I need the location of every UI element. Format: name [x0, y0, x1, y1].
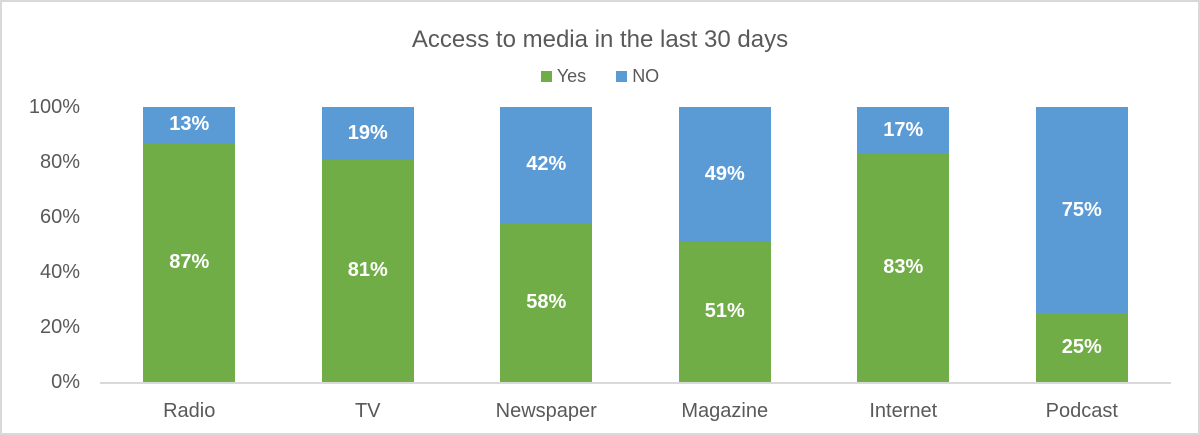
stacked-bar: 49% 51%	[678, 107, 771, 382]
y-tick-label: 0%	[51, 371, 80, 393]
x-axis-label-radio: Radio	[163, 400, 216, 422]
bar-segment-yes: 81%	[321, 159, 414, 382]
legend-item-no: NO	[616, 66, 659, 87]
bar-label-yes: 51%	[704, 300, 745, 323]
legend-label: NO	[632, 66, 660, 86]
legend-item-yes: Yes	[540, 66, 587, 87]
chart-title: Access to media in the last 30 days	[411, 26, 789, 53]
stacked-bar: 17% 83%	[857, 107, 950, 382]
legend: Yes NO	[2, 66, 1198, 87]
x-axis: Radio TV Newspaper Magazine Internet Podcast	[100, 400, 1171, 423]
bar-segment-yes: 83%	[857, 153, 950, 382]
stacked-bar: 19% 81%	[321, 107, 414, 382]
bar-column-tv: 19% 81%	[279, 107, 458, 382]
legend-swatch-yes	[540, 71, 552, 82]
bar-label-no: 13%	[169, 113, 210, 136]
bar-label-no: 75%	[1061, 198, 1102, 221]
bar-segment-no: 75%	[1035, 107, 1128, 314]
plot-area: 13% 87% 19% 81% 42% 58% 49% 51% 17% 83% 75% 25%	[100, 107, 1171, 384]
bar-segment-yes: 51%	[678, 241, 771, 382]
bar-segment-no: 17%	[857, 107, 950, 154]
bar-label-yes: 58%	[526, 290, 567, 313]
bar-label-no: 42%	[526, 153, 567, 176]
x-axis-label-podcast: Podcast	[1045, 400, 1118, 422]
legend-label: Yes	[556, 66, 587, 86]
y-tick-label: 40%	[39, 261, 80, 283]
y-tick-label: 100%	[28, 96, 80, 118]
bar-label-yes: 83%	[883, 256, 924, 279]
bar-segment-yes: 58%	[500, 222, 593, 382]
bar-segment-no: 42%	[500, 107, 593, 223]
stacked-bar: 75% 25%	[1035, 107, 1128, 382]
y-axis: 0% 20% 40% 60% 80% 100%	[2, 96, 80, 393]
y-tick-label: 20%	[39, 316, 80, 338]
bar-label-no: 17%	[883, 118, 924, 141]
bar-column-magazine: 49% 51%	[636, 107, 815, 382]
stacked-bar: 13% 87%	[143, 107, 236, 382]
x-axis-label-tv: TV	[354, 400, 381, 422]
bar-column-radio: 13% 87%	[100, 107, 279, 382]
bar-label-no: 49%	[704, 162, 745, 185]
bar-label-yes: 87%	[169, 250, 210, 273]
y-tick-label: 60%	[39, 206, 80, 228]
bar-column-internet: 17% 83%	[814, 107, 993, 382]
bar-group: 13% 87% 19% 81% 42% 58% 49% 51% 17% 83% 75% 25%	[100, 107, 1171, 382]
bar-segment-yes: 87%	[143, 142, 236, 382]
bar-label-yes: 81%	[347, 259, 388, 282]
bar-segment-no: 13%	[143, 107, 236, 143]
bar-segment-yes: 25%	[1035, 313, 1128, 382]
legend-swatch-no	[616, 71, 628, 82]
x-axis-label-magazine: Magazine	[681, 400, 769, 422]
x-axis-label-internet: Internet	[869, 400, 938, 422]
y-tick-label: 80%	[39, 151, 80, 173]
bar-label-yes: 25%	[1061, 336, 1102, 359]
bar-segment-no: 19%	[321, 107, 414, 160]
bar-label-no: 19%	[347, 121, 388, 144]
x-axis-label-newspaper: Newspaper	[495, 400, 597, 422]
bar-segment-no: 49%	[678, 107, 771, 242]
bar-column-podcast: 75% 25%	[993, 107, 1172, 382]
bar-column-newspaper: 42% 58%	[457, 107, 636, 382]
stacked-bar: 42% 58%	[500, 107, 593, 382]
